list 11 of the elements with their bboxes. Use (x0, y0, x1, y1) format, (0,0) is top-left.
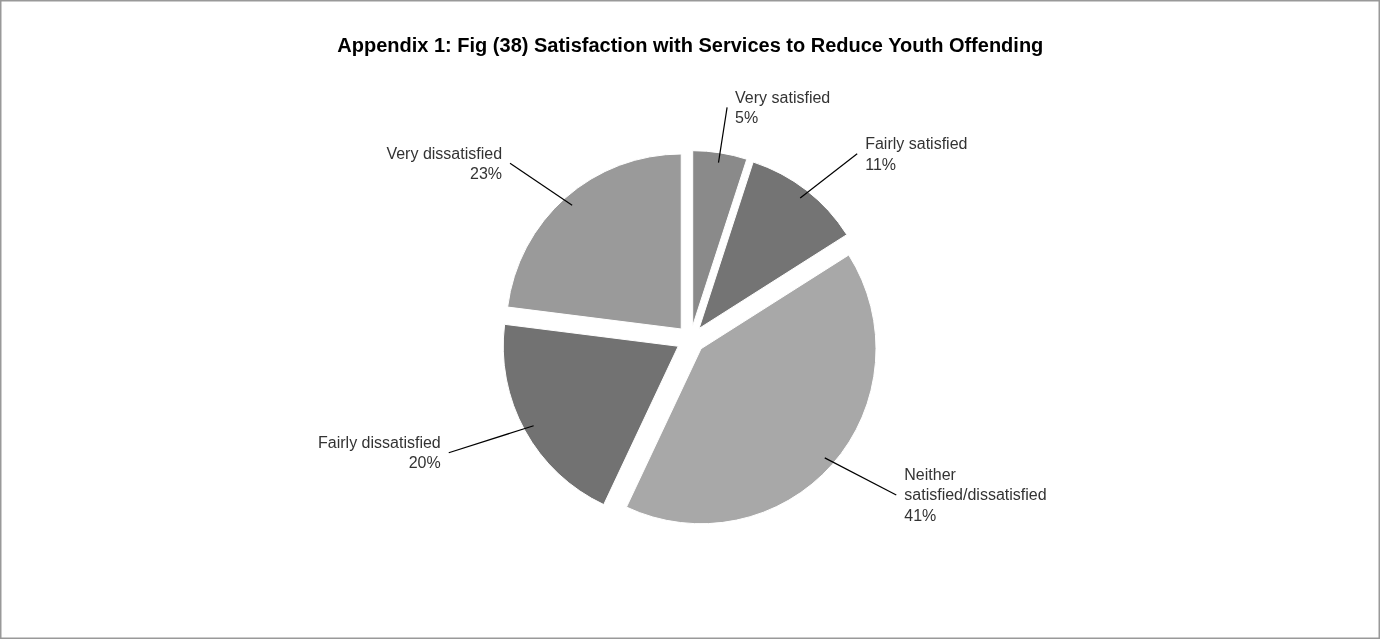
slice-label: Fairly dissatisfied (318, 434, 441, 452)
slice-label: Very satisfied (735, 88, 831, 106)
chart-title: Appendix 1: Fig (38) Satisfaction with Services to Reduce Youth Offending (337, 33, 1044, 56)
slice-label: Fairly satisfied (865, 135, 968, 153)
slice-label: Neither satisfied/dissatisfied (904, 466, 1047, 504)
data-label: 11% (865, 155, 897, 173)
data-label: 41% (904, 506, 937, 524)
data-label: 5% (735, 109, 759, 127)
slice-label: Very dissatisfied (386, 144, 503, 162)
data-label: 20% (408, 454, 441, 472)
data-label: 23% (470, 164, 503, 182)
